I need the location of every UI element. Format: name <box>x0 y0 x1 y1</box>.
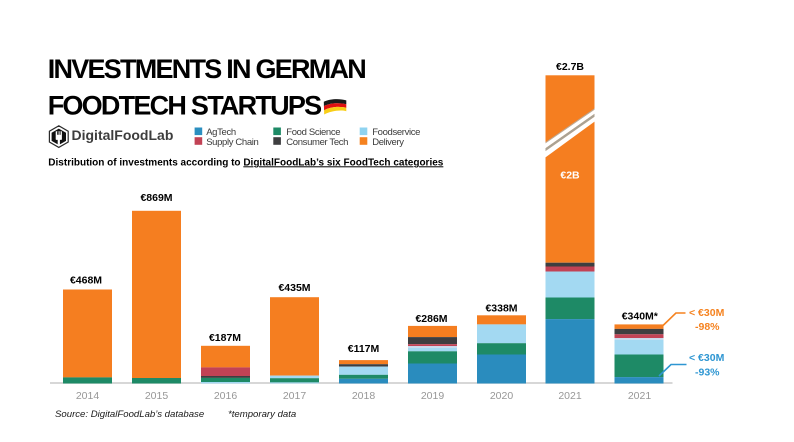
svg-text:€187M: €187M <box>209 332 241 344</box>
svg-text:2021: 2021 <box>558 390 582 402</box>
svg-text:€2B: €2B <box>560 169 580 181</box>
svg-text:€286M: €286M <box>415 313 447 325</box>
svg-text:AgTech: AgTech <box>206 127 236 138</box>
svg-text:< €30M: < €30M <box>689 352 725 364</box>
svg-text:INVESTMENTS IN GERMAN: INVESTMENTS IN GERMAN <box>48 54 366 84</box>
svg-text:< €30M: < €30M <box>689 307 725 319</box>
svg-text:€869M: €869M <box>140 192 172 204</box>
svg-text:*temporary data: *temporary data <box>228 409 296 420</box>
svg-text:2014: 2014 <box>76 390 100 402</box>
svg-text:2015: 2015 <box>145 390 169 402</box>
svg-text:-98%: -98% <box>695 321 720 333</box>
svg-text:Foodservice: Foodservice <box>372 127 420 138</box>
svg-text:Distribution of investments ac: Distribution of investments according to… <box>48 157 443 168</box>
svg-text:2017: 2017 <box>283 390 307 402</box>
svg-text:Supply Chain: Supply Chain <box>206 137 258 148</box>
svg-text:Food Science: Food Science <box>286 127 340 138</box>
svg-text:2021: 2021 <box>628 390 652 402</box>
svg-text:2018: 2018 <box>352 390 376 402</box>
svg-text:€435M: €435M <box>278 282 310 294</box>
svg-text:€338M: €338M <box>485 303 517 315</box>
svg-text:2016: 2016 <box>214 390 238 402</box>
svg-text:€2.7B: €2.7B <box>556 61 584 73</box>
svg-text:DigitalFoodLab: DigitalFoodLab <box>72 127 174 143</box>
svg-text:€117M: €117M <box>348 343 380 355</box>
svg-text:2020: 2020 <box>490 390 514 402</box>
svg-text:€468M: €468M <box>70 274 102 286</box>
svg-text:FOODTECH STARTUPS: FOODTECH STARTUPS <box>48 91 321 121</box>
svg-text:2019: 2019 <box>421 390 445 402</box>
svg-text:Source: DigitalFoodLab’s datab: Source: DigitalFoodLab’s database <box>55 409 204 420</box>
svg-text:-93%: -93% <box>695 367 720 379</box>
svg-text:Consumer Tech: Consumer Tech <box>286 137 348 148</box>
svg-text:€340M*: €340M* <box>622 311 659 323</box>
svg-text:Delivery: Delivery <box>372 137 404 148</box>
